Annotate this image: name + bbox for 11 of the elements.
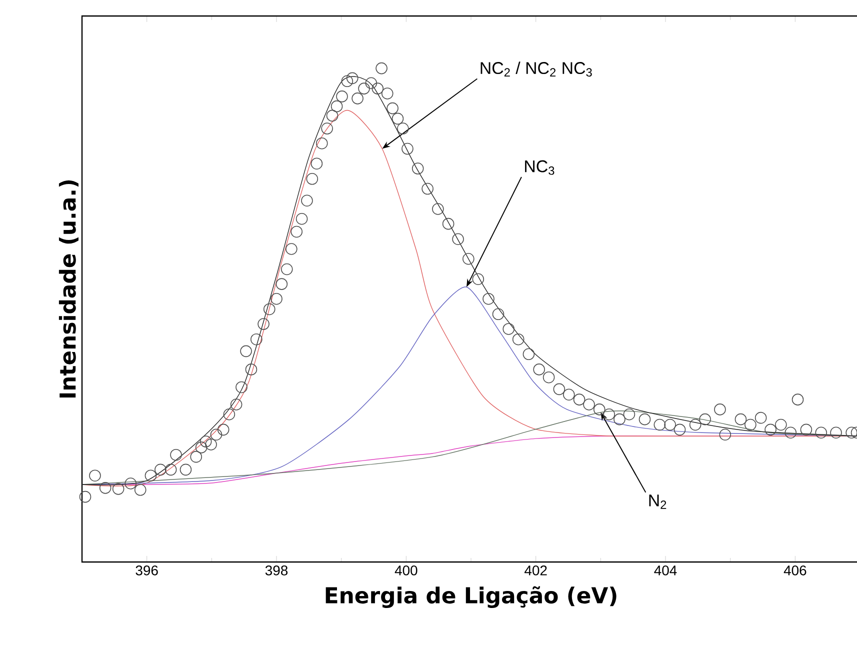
x-tick-label: 406 <box>784 565 806 576</box>
y-axis-title: Intensidade (u.a.) <box>58 180 78 398</box>
x-tick-label: 402 <box>524 565 547 576</box>
x-tick-label: 396 <box>136 565 158 576</box>
annotation: NC$_{2}$ / NC$_{2}$ NC$_{3}$ <box>480 62 592 77</box>
x-tick-label: 404 <box>654 565 677 576</box>
x-tick-label: 400 <box>394 565 418 576</box>
x-tick-label: 398 <box>265 565 288 576</box>
x-axis-title: Energia de Ligação (eV) <box>326 586 616 608</box>
annotation: N$_{2}$ <box>649 494 666 509</box>
annotation: NC$_{3}$ <box>525 160 554 175</box>
